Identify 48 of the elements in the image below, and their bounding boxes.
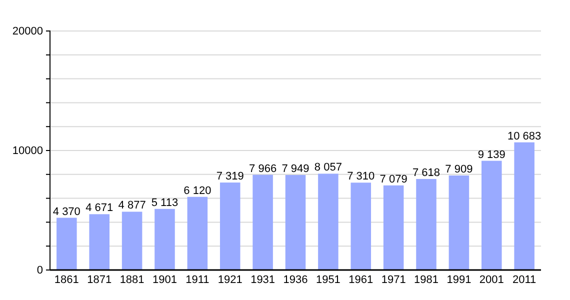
x-tick-label: 1881 — [120, 274, 144, 286]
x-tick-label: 1871 — [87, 274, 112, 286]
x-tick-label: 1971 — [381, 274, 406, 286]
bar — [514, 142, 534, 270]
y-tick-label: 20000 — [12, 26, 43, 38]
data-label: 7 079 — [380, 173, 408, 186]
bar — [383, 185, 404, 270]
data-label: 4 370 — [52, 206, 80, 218]
data-label: 7 310 — [347, 170, 375, 183]
data-label: 4 877 — [118, 200, 146, 212]
data-label: 7 618 — [412, 166, 440, 179]
x-tick-label: 1911 — [186, 274, 210, 286]
data-label: 9 139 — [478, 148, 506, 161]
x-tick-label: 1981 — [414, 274, 438, 286]
data-label: 10 683 — [508, 130, 542, 142]
bar — [448, 175, 470, 270]
bar — [56, 218, 77, 270]
data-label: 7 949 — [282, 163, 310, 176]
data-label: 7 966 — [249, 162, 277, 175]
x-tick-label: 1901 — [152, 274, 177, 286]
x-tick-label: 2001 — [479, 274, 504, 286]
data-label: 7 909 — [445, 163, 473, 176]
bar — [318, 174, 338, 270]
y-tick-label: 0 — [36, 264, 43, 277]
bar — [89, 214, 110, 270]
x-tick-label: 1931 — [250, 274, 276, 286]
x-tick-label: 1991 — [446, 274, 472, 286]
y-tick-label: 10000 — [12, 145, 43, 158]
x-tick-label: 1951 — [316, 274, 340, 286]
bar — [220, 182, 240, 270]
data-label: 6 120 — [184, 184, 212, 197]
data-label: 7 319 — [216, 170, 244, 183]
x-tick-label: 1921 — [218, 274, 242, 286]
bar — [154, 208, 175, 270]
data-label: 5 113 — [151, 196, 178, 209]
x-tick-label: 1961 — [348, 274, 374, 286]
bar — [350, 182, 372, 270]
x-tick-label: 2011 — [512, 274, 536, 286]
bar — [482, 160, 502, 270]
x-tick-label: 1936 — [283, 274, 308, 286]
x-tick-label: 1861 — [54, 274, 79, 286]
data-label: 8 057 — [314, 162, 342, 174]
data-label: 4 671 — [86, 202, 114, 214]
bar — [187, 196, 208, 270]
bar — [122, 212, 142, 270]
bar — [416, 178, 436, 270]
bar — [285, 175, 306, 270]
bar — [252, 174, 273, 270]
